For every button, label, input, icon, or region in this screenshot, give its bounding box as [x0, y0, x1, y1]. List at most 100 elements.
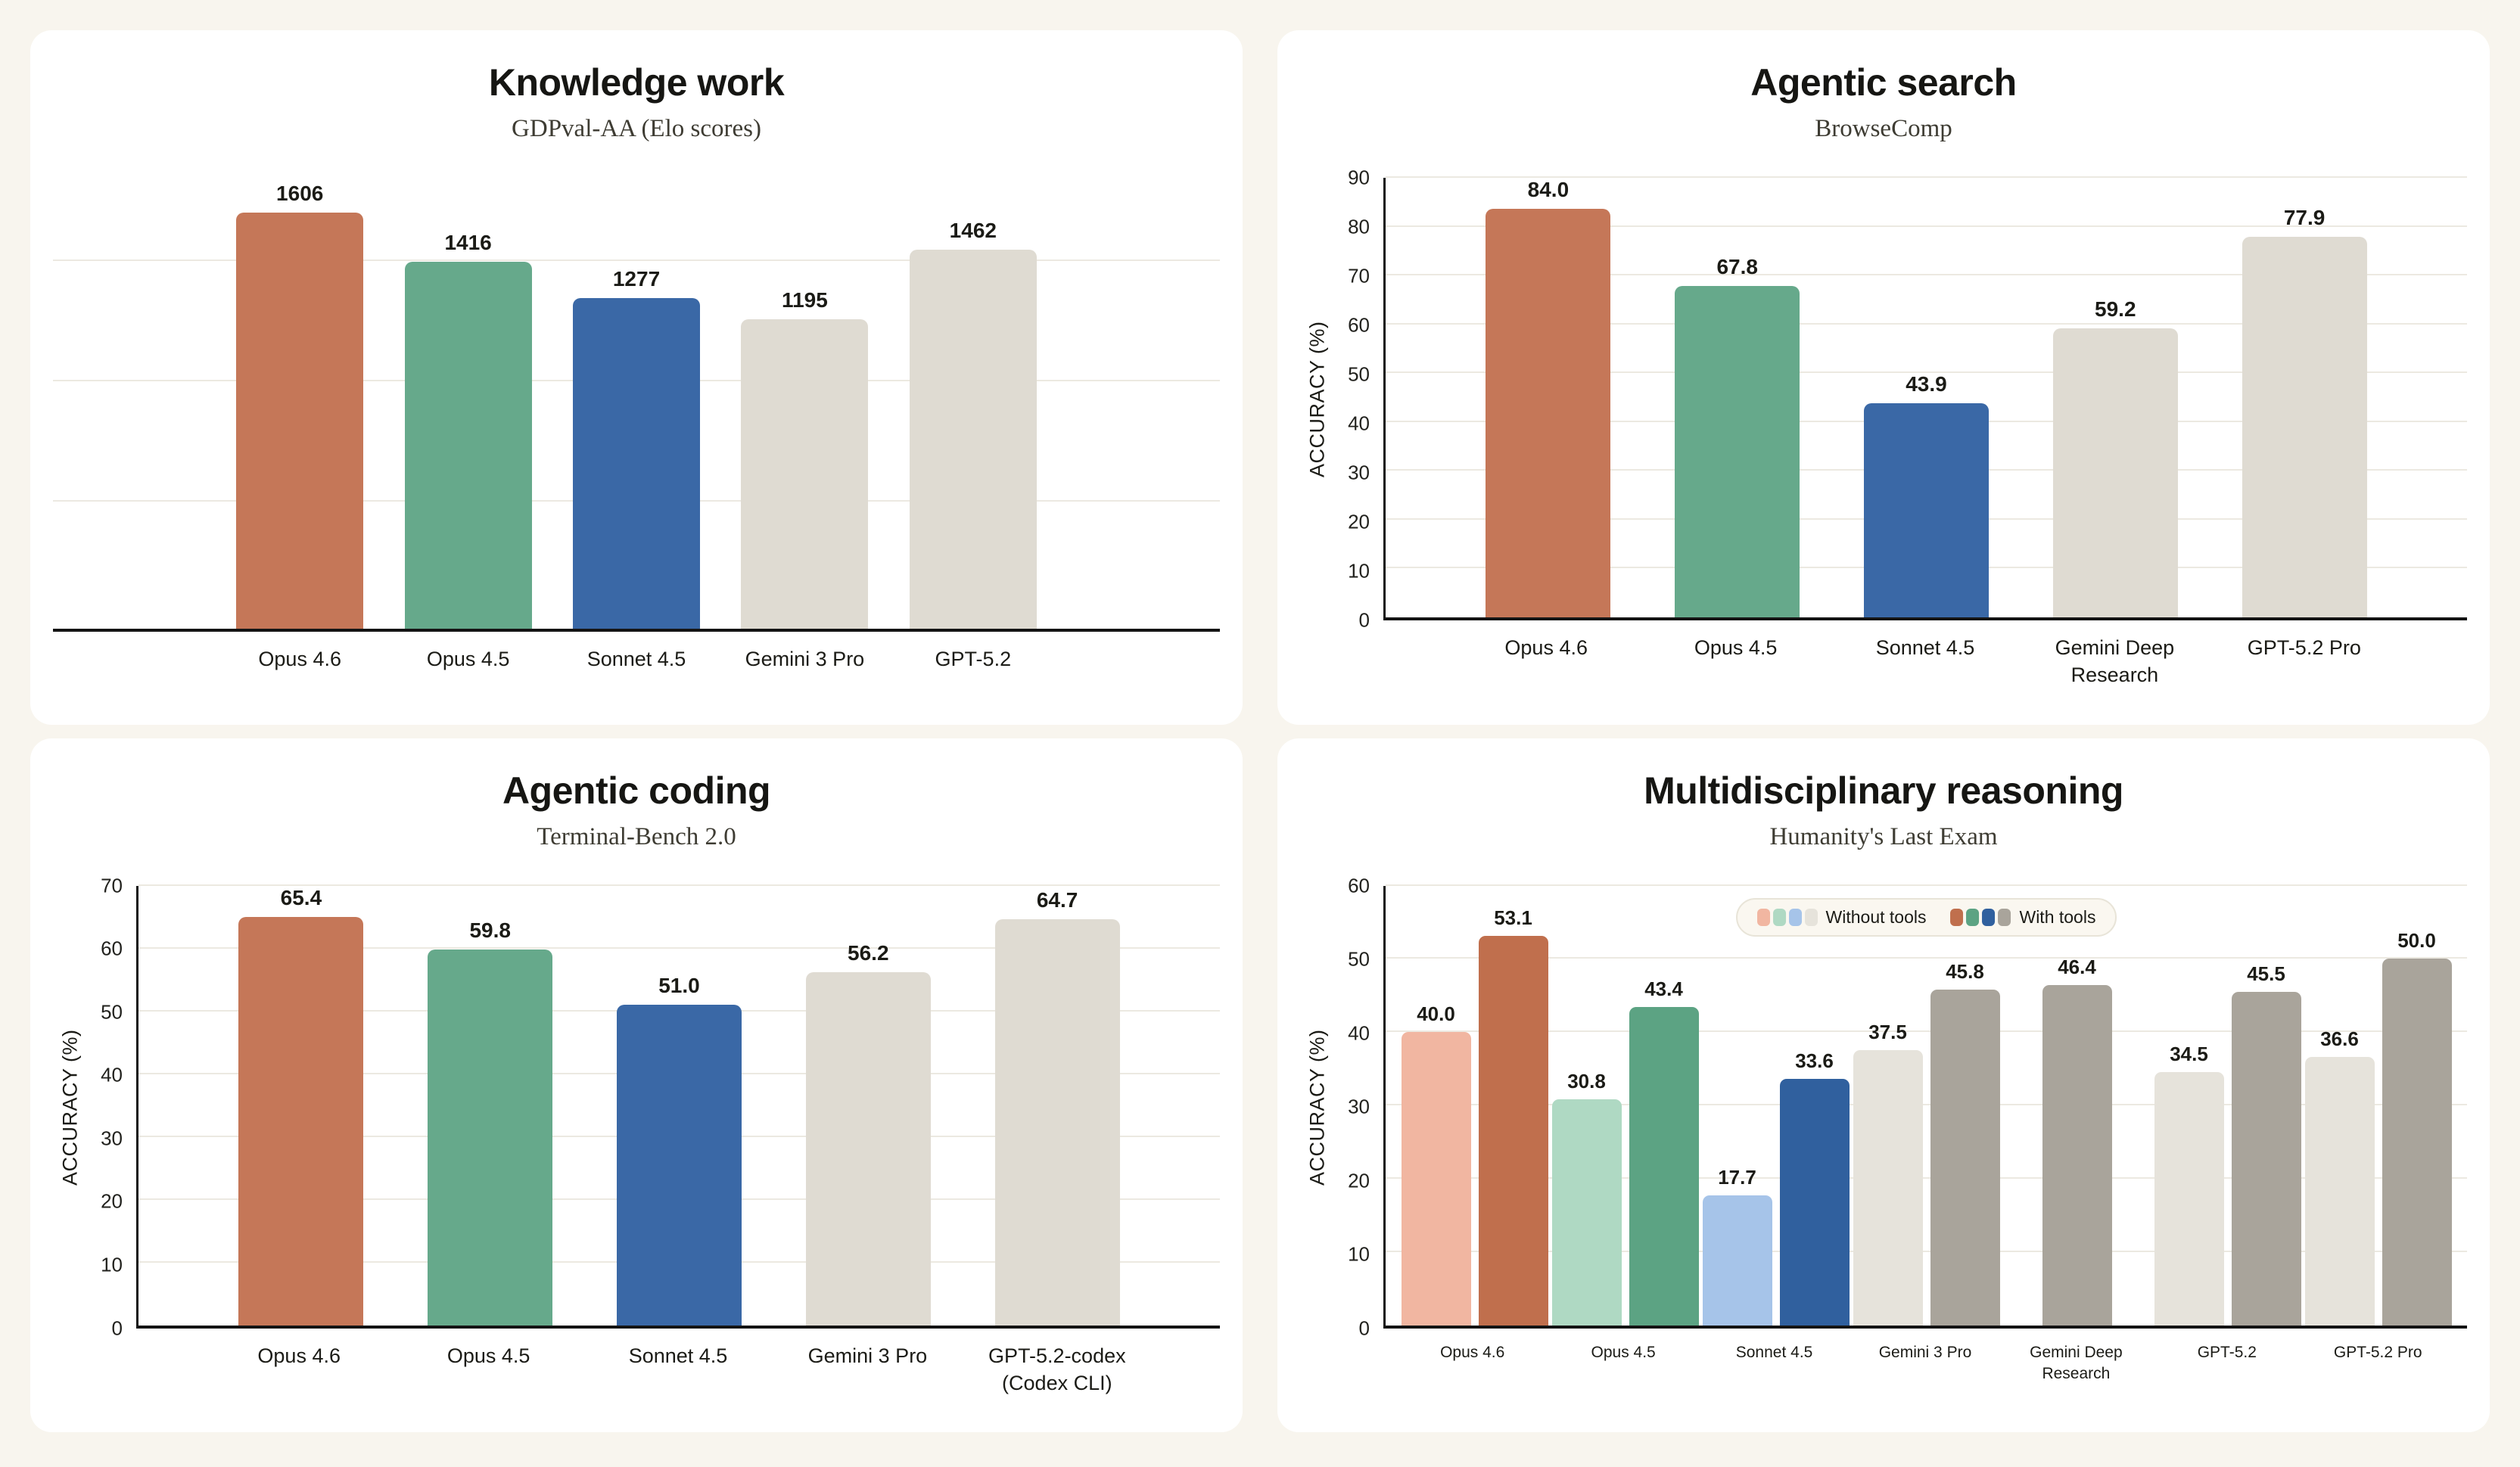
legend-swatch: [1982, 908, 1996, 926]
bar-value-label: 67.8: [1716, 255, 1758, 279]
y-tick-label: 20: [1348, 510, 1370, 533]
bar-column: 1462: [909, 178, 1037, 629]
category-cell: 37.5 45.8: [1851, 886, 2002, 1326]
bar-column: 51.0: [616, 886, 742, 1326]
gridline: [53, 259, 1220, 261]
bar: [1629, 1007, 1699, 1326]
x-axis-label: Opus 4.6: [258, 648, 341, 670]
gridline: [1386, 1250, 2467, 1252]
bar-group: 17.7 33.6: [1702, 886, 1850, 1326]
x-axis-labels: Opus 4.6 Opus 4.5 Sonnet 4.5 Gemini 3 Pro Ge…: [1383, 1342, 2467, 1385]
x-axis-labels: Opus 4.6 Opus 4.5 Sonnet 4.5 Gemini 3 Pro GP…: [53, 645, 1220, 673]
bar: [404, 261, 532, 629]
bar: [741, 319, 869, 629]
legend-swatches: [1950, 908, 2011, 926]
bar: [1486, 209, 1611, 617]
bar: [994, 918, 1120, 1326]
bars-layer: 84.0 67.8 43.9 59.2 77.9: [1386, 178, 2467, 617]
y-tick-label: 40: [1348, 1021, 1370, 1044]
gridline: [1386, 176, 2467, 178]
bar-value-label: 59.8: [469, 918, 511, 943]
bar: [1930, 990, 2000, 1326]
x-axis-label: Opus 4.5: [1694, 636, 1778, 659]
bar: [1551, 1099, 1622, 1326]
bar-value-label: 65.4: [280, 885, 322, 909]
bar-value-label: 59.2: [2095, 297, 2136, 321]
plot-column: 1606 1416 1277 1195 1462 Opus 4.6 Opus 4.5 Sonn…: [53, 178, 1220, 673]
x-axis-label: Gemini 3 Pro: [807, 1344, 928, 1367]
y-tick-label: 60: [1348, 874, 1370, 897]
y-tick-label: 70: [1348, 264, 1370, 287]
category-cell: 40.0 53.1: [1399, 886, 1550, 1326]
x-axis-labels: Opus 4.6 Opus 4.5 Sonnet 4.5 Gemini 3 Pro GP…: [136, 1342, 1220, 1397]
legend-swatch: [1788, 908, 1802, 926]
y-axis-label: ACCURACY (%): [1305, 321, 1329, 477]
x-axis-label: Opus 4.6: [257, 1344, 341, 1367]
y-tick-label: 10: [1348, 1242, 1370, 1266]
category-cell: 43.9: [1832, 178, 2021, 617]
bar: [1863, 402, 1989, 617]
bar: [2231, 991, 2301, 1326]
bar-value-label: 37.5: [1868, 1021, 1907, 1044]
chart-card-agentic-coding: Agentic coding Terminal-Bench 2.0 ACCURA…: [30, 738, 1243, 1432]
bar: [1401, 1032, 1471, 1326]
y-tick-label: 40: [1348, 412, 1370, 435]
bar-value-label: 1606: [276, 181, 324, 205]
x-axis-label: Sonnet 4.5: [586, 648, 686, 670]
legend-swatch: [1756, 908, 1770, 926]
bars-layer: 1606 1416 1277 1195 1462: [53, 178, 1220, 629]
legend-swatch: [1772, 908, 1786, 926]
category-cell: 84.0: [1454, 178, 1643, 617]
chart-plot-agentic-search: ACCURACY (%) 0 10 20 30 40 50 60 70 80 90 84.0 67.8 4…: [1300, 166, 2467, 689]
bar-value-label: 33.6: [1795, 1049, 1834, 1073]
bar-group: 46.4: [2042, 886, 2112, 1326]
legend-entry: Without tools: [1756, 907, 1926, 928]
bar: [2382, 959, 2452, 1326]
y-tick-label: 40: [101, 1063, 123, 1086]
chart-title: Multidisciplinary reasoning: [1644, 769, 2123, 812]
chart-card-multidisciplinary-reasoning: Multidisciplinary reasoning Humanity's L…: [1277, 738, 2490, 1432]
category-cell: 51.0: [585, 886, 774, 1326]
bar-value-label: 46.4: [2058, 956, 2096, 979]
y-axis-label: ACCURACY (%): [58, 1028, 82, 1186]
bar-value-label: 51.0: [658, 974, 700, 998]
bar-column: 17.7: [1702, 886, 1772, 1326]
y-tick-label: 50: [101, 1000, 123, 1024]
y-tick-label: 20: [101, 1189, 123, 1213]
chart-row: ACCURACY (%) 0 10 20 30 40 50 60 70 80 90 84.0 67.8 4…: [1300, 166, 2467, 689]
bar-column: 65.4: [238, 885, 364, 1326]
category-cell: 56.2: [773, 886, 963, 1326]
bar-value-label: 1277: [612, 266, 661, 291]
bar: [1779, 1079, 1850, 1326]
category-cell: 36.6 50.0: [2303, 886, 2453, 1326]
category-cell: 30.8 43.4: [1550, 886, 1700, 1326]
category-cell: 1462: [889, 178, 1057, 629]
bar-value-label: 64.7: [1036, 887, 1078, 912]
bar-column: 37.5: [1853, 886, 1923, 1326]
y-tick-label: 60: [101, 937, 123, 960]
x-axis-label: GPT-5.2 Pro: [2247, 636, 2361, 659]
y-tick-label: 70: [101, 874, 123, 897]
bar-column: 50.0: [2382, 886, 2452, 1326]
chart-title: Agentic search: [1750, 61, 2017, 104]
chart-row: 1606 1416 1277 1195 1462 Opus 4.6 Opus 4.5 Sonn…: [53, 178, 1220, 673]
bar-group: 34.5 45.5: [2154, 886, 2301, 1326]
x-axis-label: Sonnet 4.5: [1735, 1343, 1813, 1361]
gridline: [1386, 371, 2467, 374]
x-axis-label: Opus 4.5: [1591, 1343, 1656, 1361]
y-tick-label: 30: [1348, 461, 1370, 484]
y-tick-label: 10: [1348, 559, 1370, 583]
category-cell: 64.7: [963, 886, 1152, 1326]
category-cell: 1277: [552, 178, 720, 629]
legend: Without tools With tools: [1735, 897, 2117, 937]
bar-value-label: 1462: [949, 219, 997, 243]
bar: [1853, 1050, 1923, 1326]
category-cell: 1606: [216, 178, 384, 629]
bar-column: 45.5: [2231, 886, 2301, 1326]
bars-layer: 65.4 59.8 51.0 56.2 64.7: [138, 886, 1220, 1326]
chart-plot-multidisciplinary-reasoning: ACCURACY (%) 0 10 20 30 40 50 60 Without tools Wi…: [1300, 874, 2467, 1385]
bar-column: 46.4: [2042, 886, 2112, 1326]
bar-column: 33.6: [1779, 886, 1850, 1326]
y-axis-ticks: 0 10 20 30 40 50 60 70 80 90: [1335, 166, 1383, 632]
